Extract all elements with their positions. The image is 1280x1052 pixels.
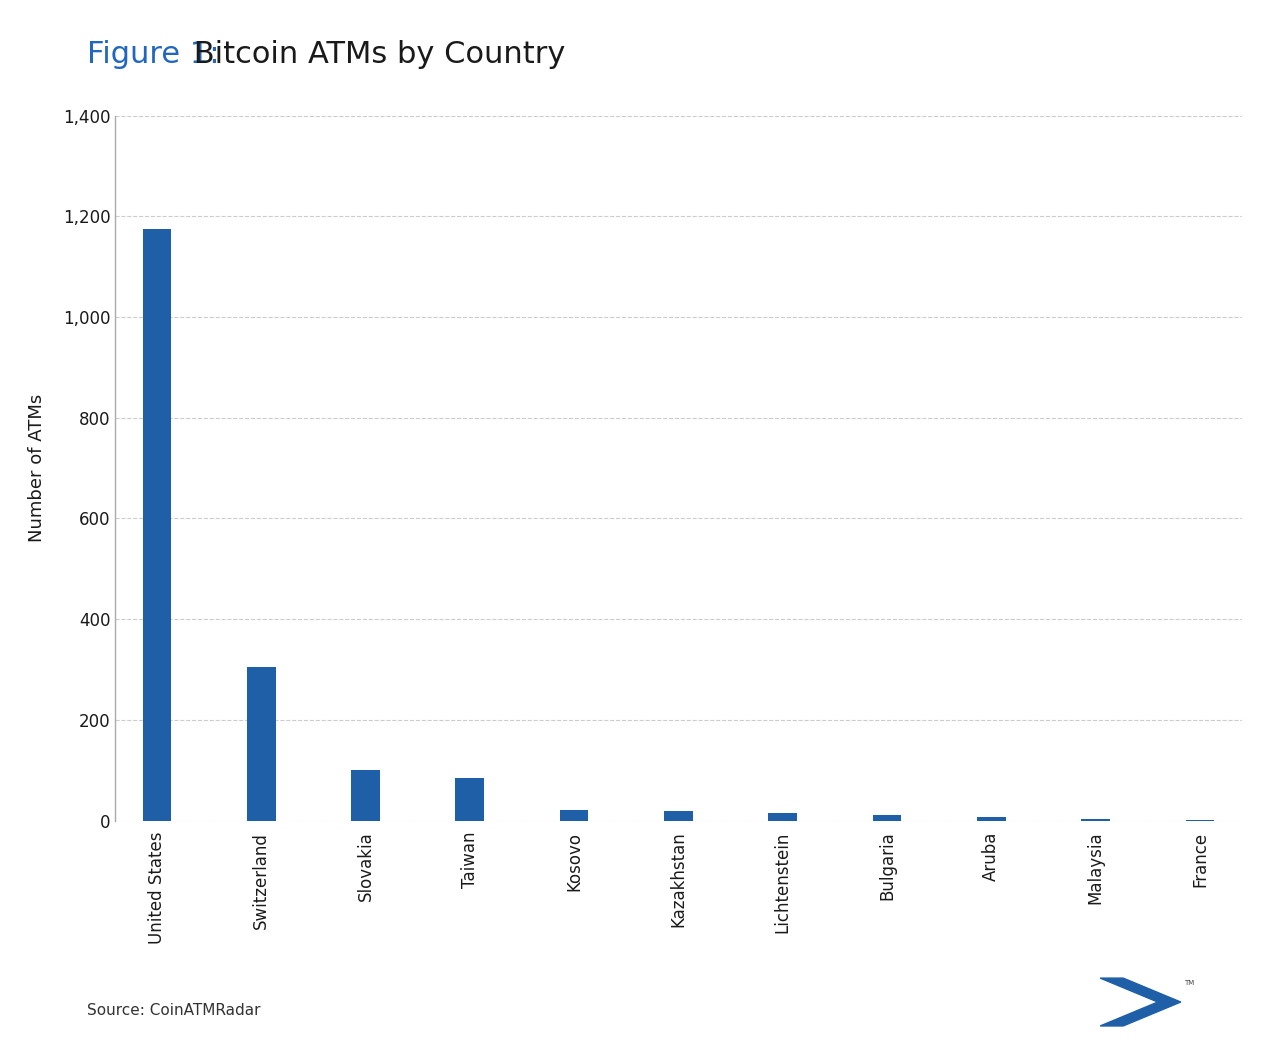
- Text: Figure 1:: Figure 1:: [87, 40, 220, 69]
- Bar: [351, 770, 380, 821]
- Bar: [142, 229, 172, 821]
- Bar: [873, 814, 901, 821]
- Bar: [247, 667, 275, 821]
- Y-axis label: Number of ATMs: Number of ATMs: [28, 394, 46, 542]
- Bar: [559, 810, 589, 821]
- Text: Bitcoin ATMs by Country: Bitcoin ATMs by Country: [184, 40, 566, 69]
- Bar: [768, 813, 797, 821]
- Bar: [456, 777, 484, 821]
- Text: Source: CoinATMRadar: Source: CoinATMRadar: [87, 1004, 261, 1018]
- Bar: [664, 811, 692, 821]
- Text: TM: TM: [1184, 980, 1194, 986]
- Polygon shape: [1101, 978, 1180, 1026]
- Bar: [977, 817, 1006, 821]
- Bar: [1082, 818, 1110, 821]
